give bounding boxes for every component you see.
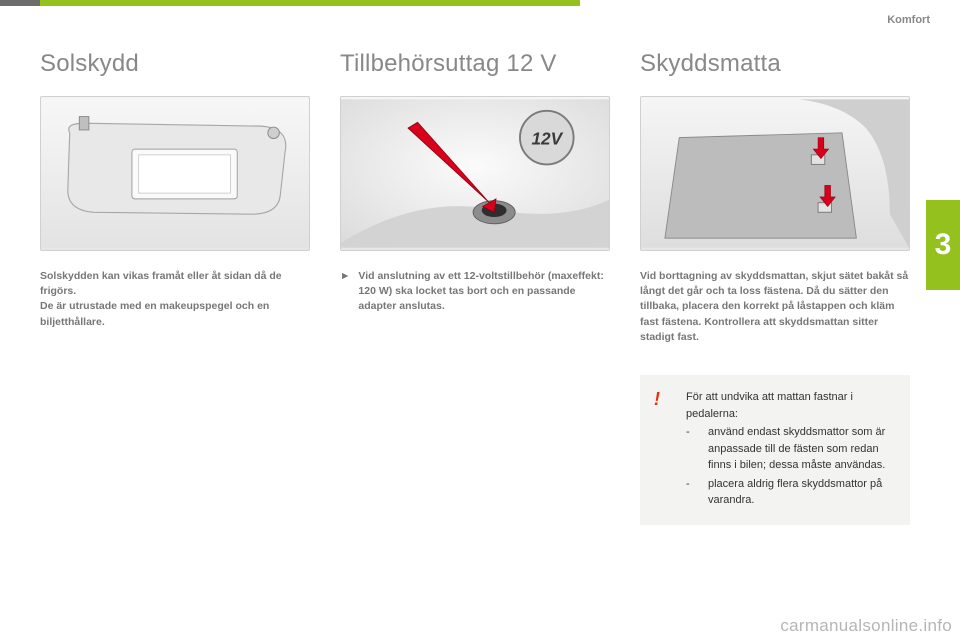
top-accent-bar [0,0,580,6]
column-solskydd: Solskydd [40,50,310,525]
warning-icon: ! [654,389,660,410]
top-bar-green-segment [40,0,580,6]
figure-12v-socket: 12V [340,96,610,251]
sun-visor-illustration [41,97,309,250]
floor-mat-illustration [641,97,909,250]
warning-list: -använd endast skyddsmattor som är anpas… [686,424,894,509]
heading-skyddsmatta: Skyddsmatta [640,50,910,78]
heading-solskydd: Solskydd [40,50,310,78]
watermark-text: carmanualsonline.info [780,616,952,636]
column-12v: Tillbehörsuttag 12 V [340,50,610,525]
warning-text-block: För att undvika att mattan fastnar i ped… [686,389,894,509]
socket-instruction-text: Vid anslutning av ett 12-voltstillbehör … [358,269,610,315]
socket-12v-illustration: 12V [341,97,609,250]
label-12v-text: 12V [531,128,563,148]
socket-instruction-row: ► Vid anslutning av ett 12-voltstillbehö… [340,269,610,315]
warning-item: -placera aldrig flera skyddsmattor på va… [686,476,894,509]
floor-mat-text: Vid borttagning av skyddsmattan, skjut s… [640,269,910,345]
figure-floor-mat [640,96,910,251]
heading-12v: Tillbehörsuttag 12 V [340,50,610,78]
figure-sun-visor [40,96,310,251]
warning-intro: För att undvika att mattan fastnar i ped… [686,389,894,422]
category-label: Komfort [887,14,930,26]
top-bar-dark-segment [0,0,40,6]
dash-icon: - [686,424,698,474]
warning-item-text: placera aldrig flera skyddsmattor på var… [708,476,894,509]
three-column-layout: Solskydd [40,50,910,525]
warning-item-text: använd endast skyddsmattor som är anpass… [708,424,894,474]
bullet-arrow-icon: ► [340,269,350,315]
manual-page: Komfort 3 Solskydd [0,0,960,640]
chapter-number-tab: 3 [926,200,960,290]
solskydd-text-2: De är utrustade med en makeupspegel och … [40,299,310,329]
warning-item: -använd endast skyddsmattor som är anpas… [686,424,894,474]
warning-box: ! För att undvika att mattan fastnar i p… [640,375,910,525]
dash-icon: - [686,476,698,509]
solskydd-text-1: Solskydden kan vikas framåt eller åt sid… [40,269,310,299]
column-floor-mat: Skyddsmatta [640,50,910,525]
content-area: Solskydd [40,50,910,620]
